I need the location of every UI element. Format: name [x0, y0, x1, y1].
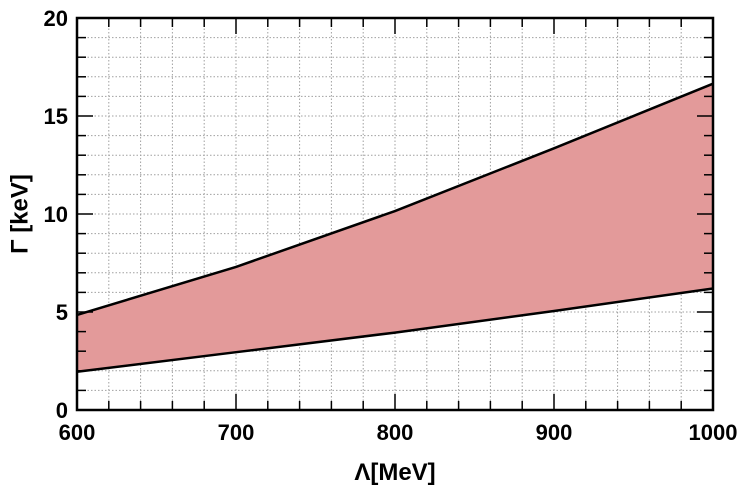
y-tick-label: 20: [44, 6, 68, 31]
axes-layer: [75, 16, 715, 412]
y-tick-label: 15: [44, 104, 68, 129]
band-fill: [77, 83, 713, 372]
tick-labels: 600 700 800 900 1000 0 5 10 15 20: [44, 6, 738, 445]
x-tick-label: 600: [59, 420, 96, 445]
lower-bound-line: [76, 287, 714, 374]
x-tick-label: 900: [536, 420, 573, 445]
x-tick-label: 700: [218, 420, 255, 445]
upper-bound-line: [76, 82, 714, 317]
y-axis-title: Γ [keV]: [7, 174, 34, 254]
x-tick-label: 1000: [689, 420, 738, 445]
y-tick-label: 5: [56, 300, 68, 325]
y-tick-label: 0: [56, 398, 68, 423]
x-axis-title: Λ[MeV]: [354, 459, 435, 486]
band-layer: [76, 82, 714, 374]
y-tick-label: 10: [44, 202, 68, 227]
x-tick-label: 800: [377, 420, 414, 445]
